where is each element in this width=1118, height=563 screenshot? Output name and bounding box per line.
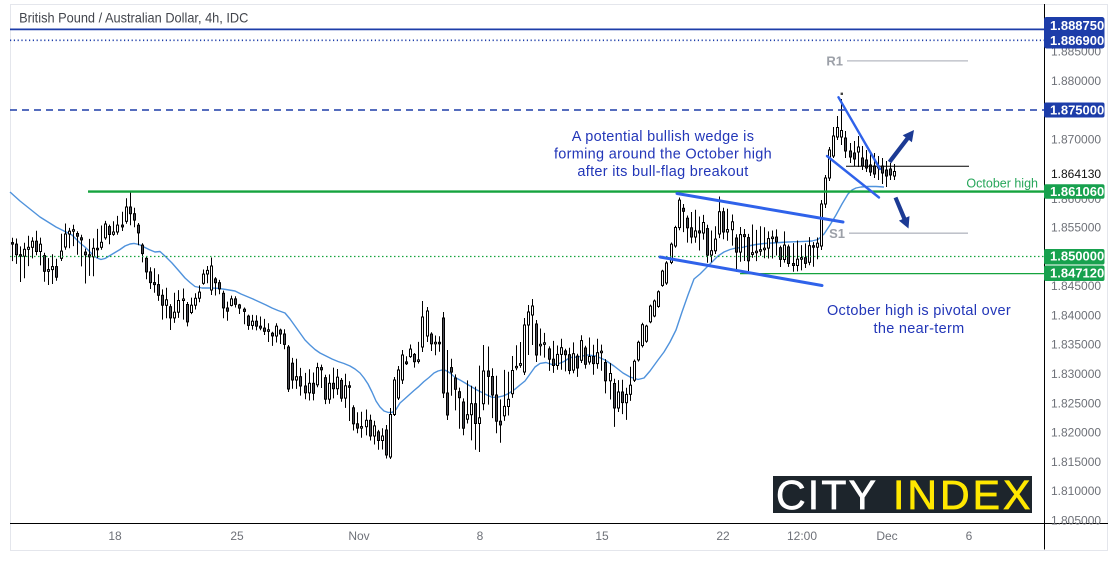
svg-text:forming around the October hig: forming around the October high — [554, 147, 772, 163]
svg-text:R1: R1 — [826, 54, 843, 69]
svg-text:1.830000: 1.830000 — [1051, 367, 1101, 381]
svg-text:1.855000: 1.855000 — [1051, 221, 1101, 235]
svg-text:1.805000: 1.805000 — [1051, 513, 1101, 527]
svg-text:1.845000: 1.845000 — [1051, 279, 1101, 293]
svg-text:1.861060: 1.861060 — [1050, 184, 1104, 199]
svg-text:15: 15 — [595, 529, 609, 543]
svg-text:22: 22 — [716, 529, 730, 543]
svg-text:1.825000: 1.825000 — [1051, 396, 1101, 410]
svg-text:INDEX: INDEX — [893, 472, 1033, 518]
svg-text:6: 6 — [966, 529, 973, 543]
svg-text:CITY: CITY — [776, 472, 878, 518]
svg-text:1.820000: 1.820000 — [1051, 426, 1101, 440]
svg-text:1.886900: 1.886900 — [1050, 33, 1104, 48]
svg-text:1.815000: 1.815000 — [1051, 455, 1101, 469]
svg-text:1.875000: 1.875000 — [1050, 103, 1104, 118]
svg-text:1.870000: 1.870000 — [1051, 133, 1101, 147]
svg-text:1.850000: 1.850000 — [1050, 249, 1104, 264]
svg-text:A potential bullish wedge is: A potential bullish wedge is — [572, 129, 755, 145]
svg-text:S1: S1 — [829, 226, 845, 241]
svg-text:8: 8 — [477, 529, 484, 543]
svg-text:1.847120: 1.847120 — [1050, 266, 1104, 281]
svg-text:British Pound / Australian Dol: British Pound / Australian Dollar, 4h, I… — [19, 10, 249, 26]
svg-text:1.888750: 1.888750 — [1050, 18, 1104, 33]
svg-text:the near-term: the near-term — [874, 321, 965, 337]
svg-text:18: 18 — [108, 529, 122, 543]
svg-text:12:00: 12:00 — [787, 529, 817, 543]
svg-text:1.840000: 1.840000 — [1051, 308, 1101, 322]
svg-text:after its bull-flag breakout: after its bull-flag breakout — [577, 164, 748, 180]
svg-text:Dec: Dec — [876, 529, 897, 543]
svg-text:1.864130: 1.864130 — [1051, 167, 1101, 181]
svg-text:1.835000: 1.835000 — [1051, 338, 1101, 352]
svg-text:October high is pivotal over: October high is pivotal over — [827, 303, 1011, 319]
svg-text:October high: October high — [966, 177, 1038, 191]
svg-text:1.810000: 1.810000 — [1051, 484, 1101, 498]
svg-text:1.880000: 1.880000 — [1051, 74, 1101, 88]
svg-text:Nov: Nov — [348, 529, 369, 543]
svg-text:25: 25 — [230, 529, 244, 543]
